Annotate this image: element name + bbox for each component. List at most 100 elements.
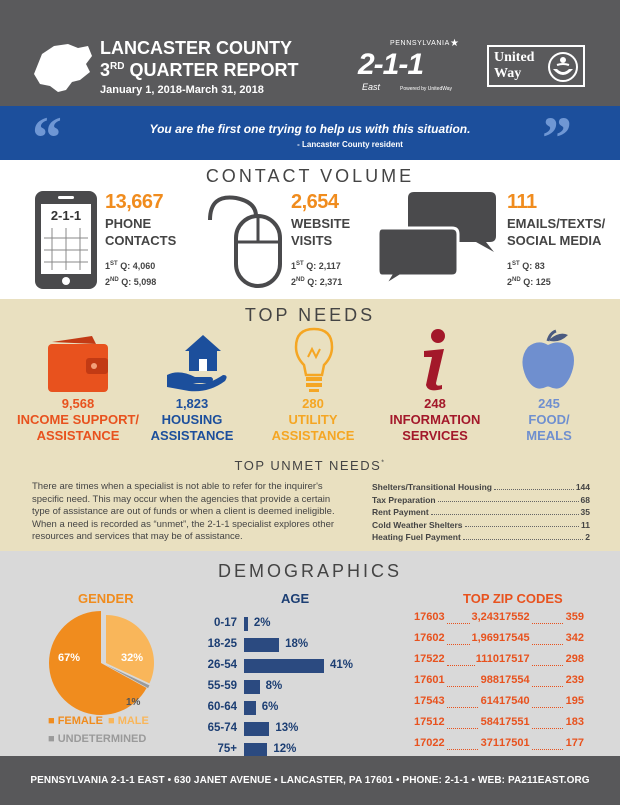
zip-cell: 17540 195 [499, 695, 584, 713]
zip-cell: 17551 183 [499, 716, 584, 734]
list-item: Tax Preparation 68 [372, 494, 590, 505]
zip-count: 3,243 [471, 611, 499, 623]
pa211-east-logo: PENNSYLVANIA ★ 2-1-1 East Powered by Uni… [358, 38, 459, 92]
zip-count: 988 [480, 674, 499, 686]
united-way-hand-icon [548, 52, 578, 82]
demographics-section: DEMOGRAPHICS GENDER 67% 32% 1% ■ FEMALE … [0, 551, 620, 757]
age-pct-label: 41% [329, 659, 353, 671]
website-visits-value: 2,654 [291, 191, 339, 213]
phone-icon [35, 191, 97, 289]
information-services-label: INFORMATION SERVICES [389, 412, 481, 443]
zip-count: 1110 [475, 653, 499, 665]
zip-cell: 17545 342 [499, 632, 584, 650]
light-bulb-icon [294, 327, 334, 392]
lancaster-county-map-icon [34, 44, 92, 92]
zip-cell: 17512 584 [414, 716, 499, 734]
age-bar [244, 680, 260, 694]
information-icon [424, 329, 445, 391]
age-bar [244, 617, 248, 631]
table-row: 17602 1,969 17545 342 [414, 632, 584, 650]
website-visits-label: WEBSITE VISITS [291, 216, 351, 248]
table-row: 17022 371 17501 177 [414, 737, 584, 755]
pie-slice-male [106, 615, 154, 684]
apple-icon [522, 329, 574, 389]
age-title: AGE [281, 591, 310, 606]
zip-code: 17602 [414, 632, 445, 644]
phone-screen-label: 2-1-1 [50, 208, 82, 223]
age-pct-label: 18% [285, 638, 309, 650]
age-pct-label: 12% [273, 743, 297, 755]
age-pct-label: 8% [265, 680, 283, 692]
zip-code: 17603 [414, 611, 445, 623]
age-bar [244, 701, 256, 715]
housing-assistance-value: 1,823 [175, 396, 209, 411]
age-bracket-label: 60-64 [207, 701, 237, 713]
zip-cell: 17552 359 [499, 611, 584, 629]
zip-count: 298 [565, 653, 584, 665]
report-header: LANCASTER COUNTY 3RD QUARTER REPORT Janu… [0, 0, 620, 106]
list-item: Heating Fuel Payment 2 [372, 532, 590, 542]
phone-contacts-value: 13,667 [105, 191, 164, 213]
gender-pie-chart [49, 611, 154, 715]
zip-count: 614 [480, 695, 499, 707]
unmet-needs-list: Shelters/Transitional Housing 144 Tax Pre… [372, 481, 590, 544]
zip-code: 17551 [499, 716, 530, 728]
age-bracket-label: 55-59 [207, 680, 237, 692]
zip-cell: 17602 1,969 [414, 632, 499, 650]
female-pct-label: 67% [58, 652, 81, 664]
chat-bubbles-icon [378, 192, 496, 286]
zip-count: 195 [565, 695, 584, 707]
house-in-hand-icon [167, 335, 227, 392]
zip-code: 17522 [414, 653, 445, 665]
legend-male: ■ MALE [108, 715, 149, 727]
food-meals-label: FOOD/MEALS [526, 412, 572, 443]
footer-contact-info: PENNSYLVANIA 2-1-1 EAST • 630 JANET AVEN… [0, 756, 620, 805]
age-pct-label: 6% [261, 701, 279, 713]
phone-contacts-label: PHONE CONTACTS [105, 216, 177, 248]
age-bracket-label: 75+ [217, 743, 237, 755]
table-row: 17603 3,243 17552 359 [414, 611, 584, 629]
age-pct-label: 13% [275, 722, 299, 734]
list-item: Rent Payment 35 [372, 507, 590, 517]
age-bar [244, 743, 268, 757]
zip-count: 183 [565, 716, 584, 728]
top-needs-section: TOP NEEDS 9,568 INCOME SUPPORT/ASSISTANC… [0, 299, 620, 551]
housing-assistance-label: HOUSING ASSISTANCE [150, 412, 234, 443]
open-quote-icon: “ [32, 105, 62, 171]
quote-banner: “ You are the first one trying to help u… [0, 106, 620, 168]
top-unmet-needs-title: TOP UNMET NEEDS* [234, 458, 386, 473]
table-row: 17601 988 17554 239 [414, 674, 584, 692]
zip-code: 17554 [499, 674, 530, 686]
united-way-logo: United Way [487, 45, 585, 87]
age-bracket-label: 65-74 [207, 722, 237, 734]
table-row: 17512 584 17551 183 [414, 716, 584, 734]
zip-count: 342 [565, 632, 584, 644]
zip-count: 584 [480, 716, 499, 728]
male-pct-label: 32% [121, 652, 144, 664]
pie-slice-female [49, 611, 147, 715]
zip-cell: 17554 239 [499, 674, 584, 692]
information-services-value: 248 [424, 396, 446, 411]
utility-assistance-value: 280 [302, 396, 324, 411]
quote-text: You are the first one trying to help us … [149, 122, 471, 136]
zip-cell: 17022 371 [414, 737, 499, 755]
close-quote-icon: ” [542, 105, 572, 171]
zip-cell: 17601 988 [414, 674, 499, 692]
zip-cell: 17501 177 [499, 737, 584, 755]
list-item: Cold Weather Shelters 11 [372, 519, 590, 530]
demographics-title: DEMOGRAPHICS [217, 561, 403, 581]
legend-female: ■ FEMALE [48, 715, 103, 727]
star-icon: ★ [450, 38, 459, 49]
computer-mouse-icon [208, 195, 282, 288]
utility-assistance-label: UTILITY ASSISTANCE [271, 412, 355, 443]
emails-texts-value: 111 [507, 191, 537, 213]
zip-count: 359 [565, 611, 584, 623]
website-visits-quarters: 1ST Q: 2,117 2ND Q: 2,371 [291, 261, 343, 287]
zip-code: 17022 [414, 737, 445, 749]
report-dates: January 1, 2018-March 31, 2018 [100, 84, 264, 96]
legend-undetermined: ■ UNDETERMINED [48, 733, 147, 745]
zip-codes-title: TOP ZIP CODES [463, 591, 563, 606]
zip-code: 17512 [414, 716, 445, 728]
zip-code: 17543 [414, 695, 445, 707]
age-bar [244, 638, 280, 652]
